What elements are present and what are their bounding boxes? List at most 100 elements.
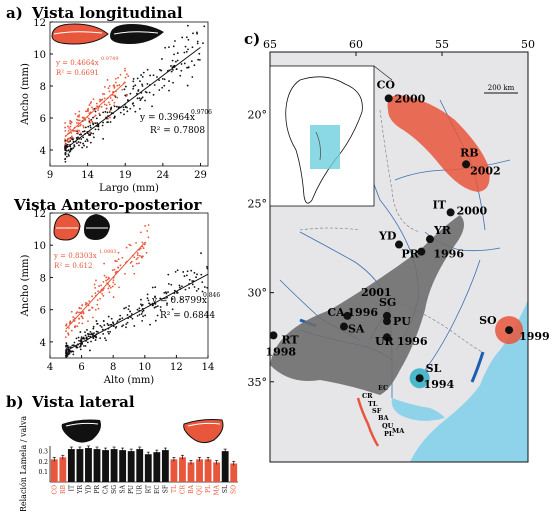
black-point [64,152,67,155]
black-point [89,126,92,129]
red-point [90,101,93,103]
black-point [159,297,162,300]
red-point [111,285,114,288]
red-point [89,102,92,105]
red-point [112,296,115,298]
black-point [92,132,95,135]
black-point [153,84,156,86]
red-point [92,98,95,101]
red-point [72,316,75,319]
red-point [81,304,84,307]
black-point [200,252,202,255]
x-tick-label: 29 [194,170,207,181]
black-point [116,105,118,108]
red-point [118,286,120,289]
black-point [65,354,67,357]
scale-label: 200 km [488,84,515,92]
black-point [140,303,142,306]
black-point [64,345,67,347]
red-point [64,122,67,124]
invaded-range-area [270,215,464,395]
red-point [67,334,70,336]
plot-frame [49,212,209,359]
site-code-yr: YR [433,224,452,237]
shell-icons-longitudinal [51,23,164,45]
red-point [129,262,132,264]
black-point [97,331,99,333]
site-year-pr: 1996 [433,248,464,261]
red-point [135,258,138,261]
lon-tick-label: 65 [263,38,277,51]
black-point [129,107,132,110]
black-point [146,297,149,300]
red-point [68,327,70,329]
lagoon [470,351,485,383]
black-point [108,332,110,335]
red-point [74,112,77,115]
red-point [65,330,67,333]
category-label: EC [154,485,161,494]
black-point [134,110,137,113]
red-point [121,88,124,91]
y-axis-label: Relación Lamela / valva [19,416,28,511]
x-tick-label: 6 [78,362,84,373]
black-point [163,84,166,87]
black-point [193,271,196,274]
red-point [79,132,82,135]
scatter-plot-longitudinal: 9 14 19 24 29 4 6 8 10 12 Largo (mm) Ancho (mm) y = … [20,18,212,194]
black-point [186,66,188,69]
black-point [193,64,196,67]
black-point [191,280,194,282]
red-point [77,125,80,128]
black-point [139,80,141,83]
category-label: YR [77,485,84,495]
x-tick-label: 9 [47,170,53,181]
black-point [72,353,75,356]
black-point [89,330,92,333]
red-point [105,104,108,107]
black-point [87,125,90,128]
black-point [161,77,164,80]
red-point [144,241,147,244]
black-point [92,116,94,119]
black-point [101,124,104,127]
black-point [168,46,170,48]
red-point [70,310,73,313]
black-point [153,306,156,309]
bar [93,449,101,482]
inset-river [315,131,321,161]
y-tick-label: 10 [33,241,46,252]
red-point [91,316,94,319]
black-point [203,286,206,288]
black-point [184,288,187,291]
bar [187,462,195,482]
red-point [76,115,79,118]
black-point [184,45,187,48]
black-point [205,266,208,268]
site-code-so: SO [479,314,497,327]
black-point [202,42,204,45]
black-point [171,298,174,300]
black-point [136,97,139,100]
red-point [88,131,91,133]
black-point [72,344,75,347]
black-point [78,144,80,147]
coastal-site-ba: BA [378,414,389,422]
black-point [158,89,161,91]
black-point [133,325,136,327]
black-point [138,307,141,310]
red-point [109,110,111,113]
black-point [65,356,67,358]
black-point [174,40,176,42]
red-point [103,103,106,106]
lat-tick-label: 25° [248,198,268,211]
red-point [107,287,110,290]
coastal-site-tl: TL [368,400,378,408]
black-point [171,59,174,62]
coastal-site-pl: PL [384,430,394,438]
red-point [114,77,117,80]
site-year-sl: 1994 [424,378,455,391]
black-point [196,42,199,45]
black-point [130,316,132,319]
red-point [94,114,97,117]
